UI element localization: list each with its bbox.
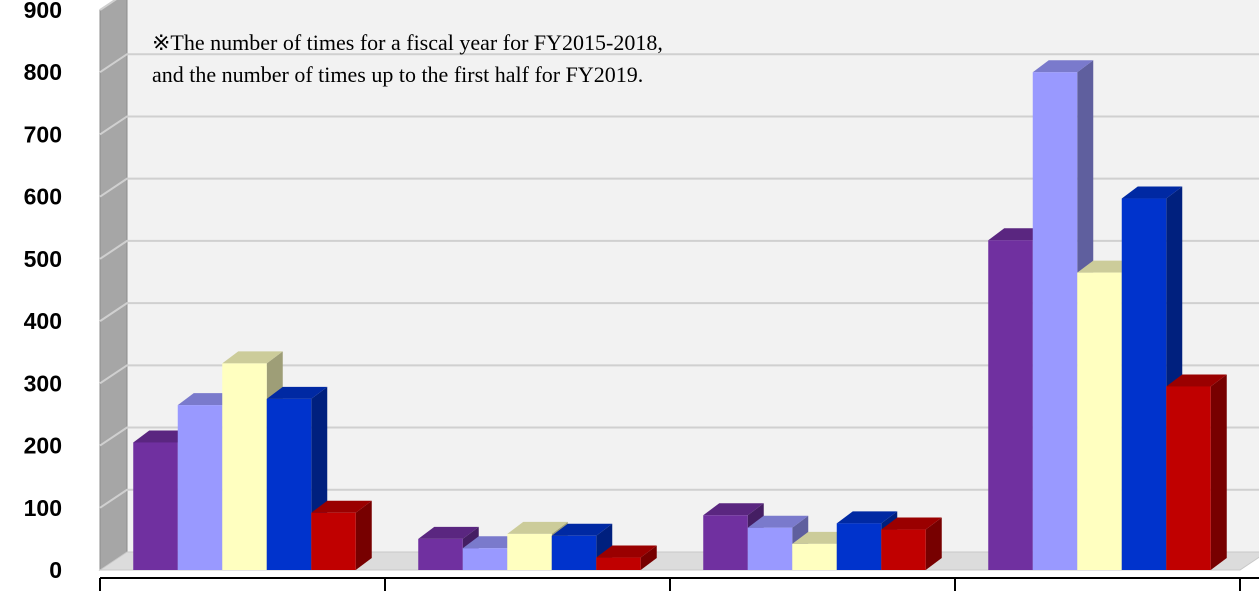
bar-front [418, 538, 463, 570]
y-tick-label: 500 [24, 246, 62, 272]
bar-front [266, 398, 312, 570]
y-tick-label: 800 [24, 59, 62, 85]
gridline [99, 53, 1259, 74]
bar-front [1166, 386, 1211, 570]
bar-top [1032, 60, 1094, 73]
bar-top [418, 526, 479, 539]
bars [133, 60, 1227, 571]
bar-top [551, 523, 613, 536]
bar-side [640, 545, 657, 570]
bar-front [133, 442, 178, 570]
bar [1166, 374, 1227, 570]
bar-top [596, 545, 657, 558]
gridline [99, 364, 1259, 385]
bar-top [881, 517, 942, 530]
bar-side [925, 517, 942, 570]
bar-front [507, 533, 552, 570]
annotation-line-2: and the number of times up to the first … [152, 62, 643, 87]
gridline [99, 0, 117, 11]
annotation-note: ※The number of times for a fiscal year f… [152, 30, 663, 87]
bar-front [311, 512, 356, 570]
bar-top [222, 351, 283, 364]
bar-top [836, 511, 898, 524]
gridline [99, 177, 1259, 198]
bar [596, 545, 657, 570]
bar-front [836, 523, 882, 570]
bar-front [1121, 198, 1167, 571]
gridline [99, 239, 1259, 260]
bar-front [703, 515, 748, 570]
bar-top [1166, 374, 1227, 387]
bar-side [355, 500, 372, 570]
bar-top [507, 521, 568, 534]
bar-front [881, 529, 926, 570]
gridline [99, 426, 1259, 447]
bar-top [266, 386, 328, 399]
bar [1121, 186, 1183, 571]
bar [881, 517, 942, 570]
bar-front [988, 240, 1033, 570]
y-tick-label: 200 [24, 433, 62, 459]
bar [311, 500, 372, 570]
y-axis-tick-labels: 0 100 200 300 400 500 600 700 800 900 [24, 0, 62, 583]
y-tick-label: 100 [24, 495, 62, 521]
y-tick-label: 600 [24, 184, 62, 210]
bar-top [311, 500, 372, 513]
y-tick-label: 700 [24, 121, 62, 147]
bar-front [747, 527, 793, 570]
bar-front [177, 405, 223, 570]
gridline [99, 488, 1259, 509]
bar-top [703, 503, 764, 516]
x-axis [99, 577, 1259, 591]
bar-top [1121, 186, 1183, 199]
bar-front [792, 543, 837, 570]
gridline [99, 302, 1259, 322]
bar-front [222, 363, 267, 570]
bar-front [596, 557, 641, 570]
bar-top [747, 515, 809, 528]
left-side-wall [99, 0, 128, 571]
bar-front [1077, 272, 1122, 570]
y-tick-label: 900 [24, 0, 62, 23]
bar-front [462, 548, 508, 570]
y-tick-label: 0 [49, 557, 62, 583]
gridline [99, 115, 1259, 136]
gridlines [99, 0, 1259, 509]
annotation-line-1: ※The number of times for a fiscal year f… [152, 30, 663, 55]
bar-side [1210, 374, 1227, 570]
bar-front [1032, 72, 1078, 570]
y-tick-label: 400 [24, 308, 62, 334]
bar-front [551, 535, 597, 570]
y-tick-label: 300 [24, 370, 62, 396]
